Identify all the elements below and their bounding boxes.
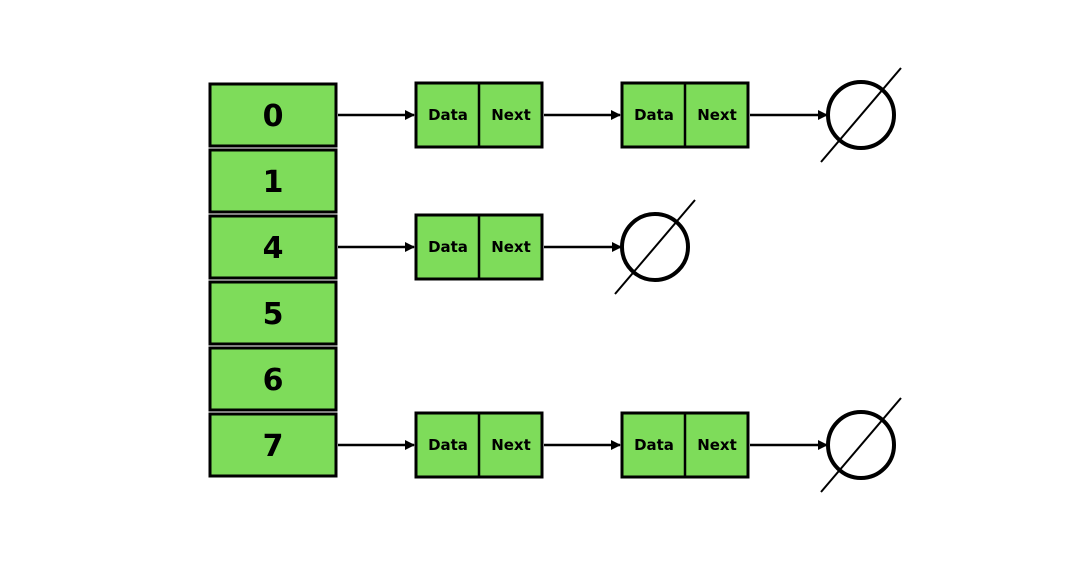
bucket-1: 1 [208,148,338,214]
bucket-index-label: 1 [263,165,284,200]
bucket-index-label: 7 [263,429,284,464]
bucket-array: 0 1 4 5 6 7 [208,82,338,478]
bucket-index-label: 0 [263,99,284,134]
bucket-6: 6 [208,346,338,412]
list-node: Data Next [414,213,544,281]
bucket-cell [208,82,338,148]
null-icon [820,67,902,163]
list-node: Data Next [620,411,750,479]
bucket-0: 0 [208,82,338,148]
bucket-cell [208,280,338,346]
null-slash [820,397,902,493]
node-data-label: Data [634,106,674,124]
list-node: Data Next [414,411,544,479]
null-circle [826,410,896,480]
chain-links: Data Next Data Next Data Next Data Next Data Next [338,67,902,493]
node-next-label: Next [697,436,737,454]
bucket-index-label: 5 [263,297,284,332]
bucket-cell [208,214,338,280]
null-circle [826,80,896,150]
list-node: Data Next [414,81,544,149]
node-data-label: Data [428,436,468,454]
node-data-label: Data [428,106,468,124]
bucket-7: 7 [208,412,338,478]
null-slash [820,67,902,163]
bucket-cell [208,346,338,412]
null-slash [614,199,696,295]
node-next-label: Next [491,106,531,124]
node-next-label: Next [491,436,531,454]
null-icon [820,397,902,493]
bucket-5: 5 [208,280,338,346]
null-icon [614,199,696,295]
node-next-label: Next [697,106,737,124]
list-node: Data Next [620,81,750,149]
node-data-label: Data [634,436,674,454]
bucket-cell [208,148,338,214]
bucket-index-label: 6 [263,363,284,398]
node-next-label: Next [491,238,531,256]
bucket-cell [208,412,338,478]
null-circle [620,212,690,282]
bucket-index-label: 4 [263,231,284,266]
bucket-4: 4 [208,214,338,280]
node-data-label: Data [428,238,468,256]
